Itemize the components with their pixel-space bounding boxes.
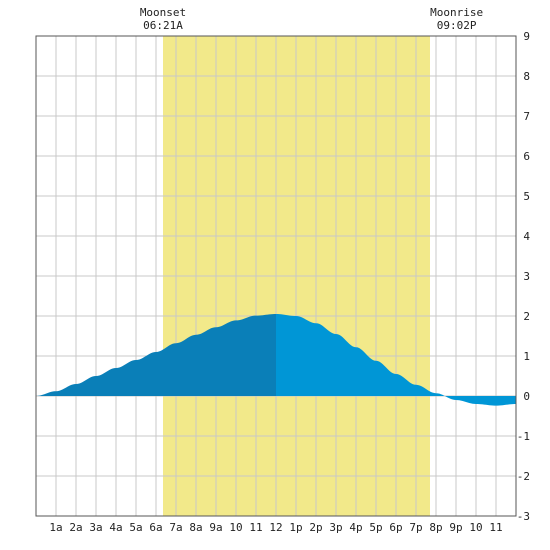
- x-tick-label: 1a: [49, 521, 62, 534]
- y-tick-label: 0: [523, 390, 530, 403]
- y-tick-label: 1: [523, 350, 530, 363]
- y-tick-labels: -3 -2 -1 0 1 2 3 4 5 6 7 8 9: [517, 30, 531, 523]
- y-tick-label: 7: [523, 110, 530, 123]
- tide-area-rising: [36, 314, 276, 396]
- y-tick-label: -2: [517, 470, 530, 483]
- moon-event-time: 09:02P: [437, 19, 477, 32]
- y-tick-label: 5: [523, 190, 530, 203]
- x-tick-label: 2p: [309, 521, 322, 534]
- y-tick-label: -1: [517, 430, 530, 443]
- y-tick-label: 9: [523, 30, 530, 43]
- x-tick-label: 7a: [169, 521, 182, 534]
- tide-area-falling: [276, 314, 516, 406]
- x-tick-label: 3a: [89, 521, 102, 534]
- x-tick-label: 6p: [389, 521, 402, 534]
- x-tick-label: 9p: [449, 521, 462, 534]
- tide-area-layer: [36, 314, 516, 406]
- x-tick-label: 10: [469, 521, 482, 534]
- moon-event-label: Moonset: [140, 6, 186, 19]
- y-tick-label: 2: [523, 310, 530, 323]
- x-tick-label: 1p: [289, 521, 302, 534]
- x-tick-label: 5p: [369, 521, 382, 534]
- x-tick-label: 7p: [409, 521, 422, 534]
- y-tick-label: 8: [523, 70, 530, 83]
- x-tick-label: 2a: [69, 521, 82, 534]
- x-tick-label: 6a: [149, 521, 162, 534]
- x-tick-label: 5a: [129, 521, 142, 534]
- x-tick-label: 10: [229, 521, 242, 534]
- grid-layer: [36, 36, 516, 516]
- x-tick-label: 8a: [189, 521, 202, 534]
- x-tick-label: 4p: [349, 521, 362, 534]
- y-tick-label: 4: [523, 230, 530, 243]
- y-tick-label: 3: [523, 270, 530, 283]
- y-tick-label: -3: [517, 510, 530, 523]
- y-tick-label: 6: [523, 150, 530, 163]
- moon-event-time: 06:21A: [143, 19, 183, 32]
- x-tick-label: 11: [249, 521, 262, 534]
- x-tick-label: 3p: [329, 521, 342, 534]
- x-tick-label: 8p: [429, 521, 442, 534]
- x-tick-label: 11: [489, 521, 502, 534]
- x-tick-labels: 1a 2a 3a 4a 5a 6a 7a 8a 9a 10 11 12 1p 2p 3p 4p 5p 6p 7p 8p…: [49, 521, 502, 534]
- x-tick-label: 4a: [109, 521, 122, 534]
- plot-frame: [35, 35, 517, 517]
- x-tick-label: 9a: [209, 521, 222, 534]
- moon-event-label: Moonrise: [430, 6, 483, 19]
- x-tick-label: 12: [269, 521, 282, 534]
